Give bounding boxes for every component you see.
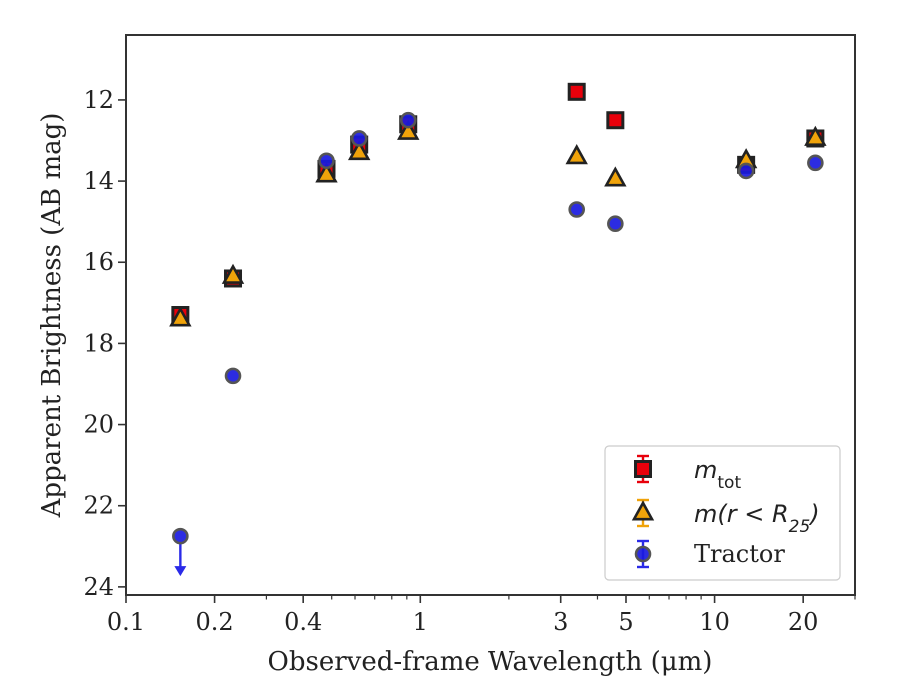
legend-label-mtot: mtot [694,456,741,493]
point-tractor [224,367,242,385]
legend: mtot m(r < R25) Tractor [604,445,841,581]
x-axis-title: Observed-frame Wavelength (μm) [268,647,713,677]
point-mtot [606,111,625,130]
legend-label-mr25: m(r < R25) [694,500,820,537]
point-mr25 [565,144,588,165]
x-tick-label: 10 [699,608,730,636]
x-tick-label: 5 [618,608,633,636]
point-mr25 [347,139,371,161]
y-tick-label: 24 [83,573,114,601]
y-tick-label: 22 [83,492,114,520]
plot-frame [125,34,856,596]
x-tick-label: 0.1 [107,608,145,636]
legend-box [604,445,841,581]
x-tick-label: 3 [553,608,568,636]
point-tractor [399,111,417,129]
point-tractor [807,154,824,172]
legend-label-tractor: Tractor [694,540,785,568]
x-tick-label: 1 [413,608,428,636]
y-tick-label: 12 [83,86,114,114]
y-tick-label: 14 [83,167,114,195]
point-mr25 [604,166,627,187]
legend-marker-mtot [634,460,652,478]
x-tick-label: 0.4 [284,608,322,636]
legend-marker-tractor [634,545,652,563]
point-tractor [172,527,189,545]
point-tractor [737,162,755,180]
axis-ticks: 0.1 0.2 0.4 1 3 5 10 20 12 14 16 18 20 22 24 [83,86,856,636]
point-mr25 [169,306,192,327]
point-mr25 [397,119,420,140]
point-tractor [318,152,335,170]
point-mr25 [221,263,245,284]
y-tick-label: 20 [83,411,114,439]
point-tractor [350,130,368,147]
y-tick-label: 16 [83,248,114,276]
data-points [169,82,827,577]
y-tick-label: 18 [83,329,114,357]
point-tractor [568,201,586,218]
legend-marker-mr25 [631,500,655,521]
x-tick-label: 0.2 [196,608,234,636]
y-axis-title: Apparent Brightness (AB mag) [37,113,67,519]
point-tractor [607,215,624,232]
x-tick-label: 20 [788,608,819,636]
point-mtot [567,82,586,101]
point-mr25 [804,125,827,146]
point-mr25 [315,162,338,183]
upper-limit-arrow-head [174,566,187,577]
